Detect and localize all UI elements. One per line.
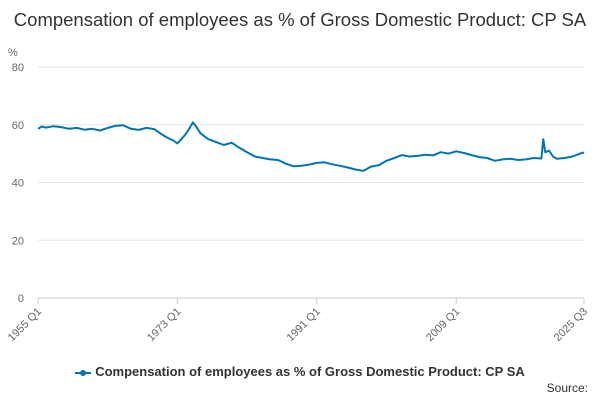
y-tick-label: 80 xyxy=(12,62,24,74)
x-tick-label: 2009 Q1 xyxy=(424,306,462,344)
x-tick-label: 2025 Q3 xyxy=(552,306,590,344)
legend[interactable]: Compensation of employees as % of Gross … xyxy=(0,364,600,379)
y-tick-label: 40 xyxy=(12,178,24,190)
y-axis-unit-label: % xyxy=(8,47,18,59)
x-tick-label: 1991 Q1 xyxy=(285,306,323,344)
chart-title: Compensation of employees as % of Gross … xyxy=(13,9,587,30)
y-tick-label: 60 xyxy=(12,120,24,132)
source-label: Source: xyxy=(546,381,588,395)
y-tick-label: 0 xyxy=(18,293,24,305)
series-line-0[interactable] xyxy=(37,121,585,172)
y-tick-label: 20 xyxy=(12,235,24,247)
legend-swatch xyxy=(75,368,92,378)
x-tick-label: 1955 Q1 xyxy=(6,306,44,344)
legend-label: Compensation of employees as % of Gross … xyxy=(95,364,525,379)
x-tick-label: 1973 Q1 xyxy=(145,306,183,344)
